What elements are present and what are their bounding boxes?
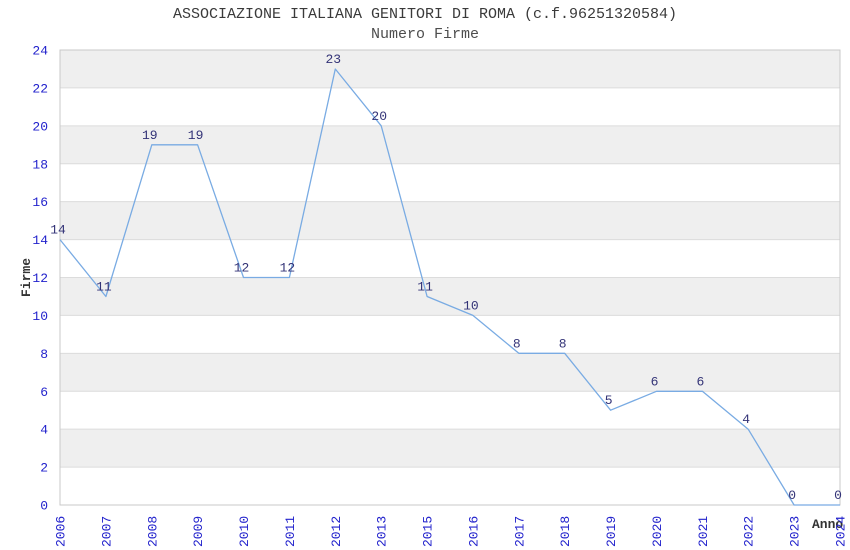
data-point-label: 0	[834, 488, 842, 503]
data-point-label: 0	[788, 488, 796, 503]
x-tick-label: 2021	[696, 516, 711, 547]
x-tick-label: 2018	[558, 516, 573, 547]
data-point-label: 6	[651, 374, 659, 389]
y-tick-label: 2	[40, 461, 48, 476]
x-tick-label: 2012	[329, 516, 344, 547]
data-point-label: 4	[742, 412, 750, 427]
data-point-label: 19	[188, 128, 204, 143]
y-tick-label: 16	[32, 195, 48, 210]
data-point-label: 19	[142, 128, 158, 143]
data-point-label: 6	[696, 374, 704, 389]
y-tick-label: 20	[32, 119, 48, 134]
plot-border	[59, 49, 841, 506]
data-point-label: 5	[605, 393, 613, 408]
y-tick-label: 0	[40, 499, 48, 514]
y-tick-label: 12	[32, 271, 48, 286]
grid-band	[60, 353, 840, 392]
y-tick-label: 10	[32, 309, 48, 324]
data-line	[59, 68, 840, 506]
grid-band	[60, 277, 840, 316]
chart-title: ASSOCIAZIONE ITALIANA GENITORI DI ROMA (…	[172, 6, 678, 23]
y-tick-label: 18	[32, 157, 48, 172]
x-tick-label: 2011	[283, 516, 298, 547]
data-point-label: 10	[463, 298, 479, 313]
data-point-label: 8	[513, 336, 521, 351]
y-tick-label: 22	[32, 81, 48, 96]
data-point-label: 11	[417, 280, 433, 295]
x-tick-label: 2007	[99, 516, 114, 547]
y-tick-label: 6	[40, 385, 48, 400]
data-point-label: 12	[234, 261, 250, 276]
x-tick-label: 2015	[421, 516, 436, 547]
x-tick-label: 2009	[191, 516, 206, 547]
x-tick-label: 2024	[834, 516, 849, 547]
y-tick-label: 4	[40, 423, 48, 438]
y-tick-label: 24	[32, 44, 48, 59]
x-tick-label: 2023	[788, 516, 803, 547]
x-tick-label: 2022	[742, 516, 757, 547]
x-tick-label: 2020	[650, 516, 665, 547]
x-tick-label: 2019	[604, 516, 619, 547]
x-tick-label: 2006	[54, 516, 69, 547]
y-tick-label: 14	[32, 233, 48, 248]
x-tick-label: 2010	[237, 516, 252, 547]
chart-subtitle: Numero Firme	[370, 26, 480, 43]
x-axis-title: Anno	[812, 517, 844, 532]
x-tick-label: 2016	[466, 516, 481, 547]
grid-band	[60, 429, 840, 468]
data-point-label: 8	[559, 336, 567, 351]
data-point-label: 20	[371, 109, 387, 124]
data-point-label: 14	[50, 223, 66, 238]
x-tick-label: 2017	[512, 516, 527, 547]
data-point-label: 23	[325, 52, 341, 67]
x-tick-label: 2013	[375, 516, 390, 547]
grid-band	[60, 201, 840, 240]
x-tick-label: 2008	[145, 516, 160, 547]
grid-band	[60, 50, 840, 88]
y-tick-label: 8	[40, 347, 48, 362]
data-point-label: 12	[280, 261, 296, 276]
data-point-label: 11	[96, 280, 112, 295]
